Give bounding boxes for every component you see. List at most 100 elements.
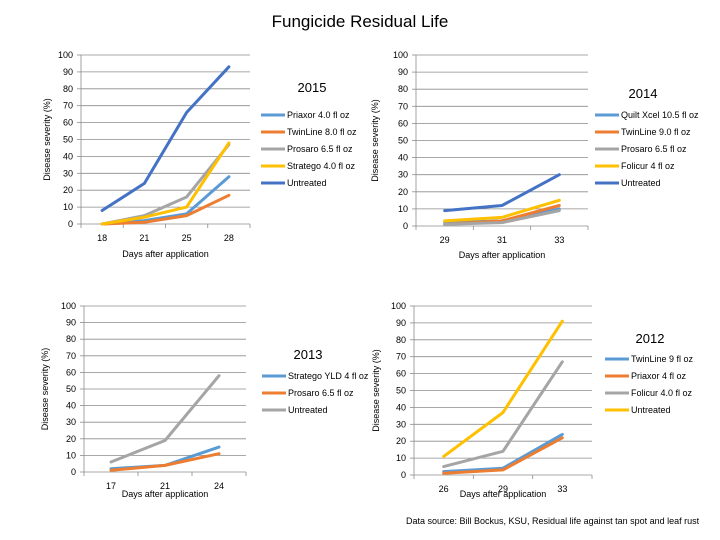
y-tick-label: 90 [66, 318, 76, 328]
legend-label: Stratego 4.0 fl oz [287, 161, 356, 171]
y-tick-label: 30 [66, 417, 76, 427]
y-tick-label: 80 [63, 84, 73, 94]
x-tick-label: 29 [440, 235, 450, 245]
legend-label: Quilt Xcel 10.5 fl oz [621, 110, 699, 120]
legend-label: Stratego YLD 4 fl oz [288, 371, 369, 381]
y-tick-label: 100 [61, 301, 76, 311]
y-tick-label: 60 [396, 369, 406, 379]
y-tick-label: 50 [398, 136, 408, 146]
x-tick-label: 29 [498, 484, 508, 494]
series-line [442, 360, 564, 469]
x-tick-label: 24 [214, 481, 224, 491]
series-line [109, 374, 221, 464]
y-tick-label: 10 [396, 453, 406, 463]
x-tick-label: 33 [557, 484, 567, 494]
y-tick-label: 20 [396, 436, 406, 446]
y-axis-label: Disease severity (%) [370, 99, 380, 182]
y-tick-label: 80 [66, 334, 76, 344]
x-axis-label: Days after application [459, 250, 546, 260]
x-tick-label: 28 [224, 233, 234, 243]
legend-label: Untreated [621, 178, 661, 188]
y-tick-label: 30 [63, 168, 73, 178]
y-tick-label: 70 [66, 351, 76, 361]
chart-title: 2013 [294, 347, 323, 362]
y-axis-label: Disease severity (%) [40, 348, 50, 431]
y-tick-label: 30 [396, 419, 406, 429]
y-tick-label: 10 [63, 202, 73, 212]
y-tick-label: 20 [398, 187, 408, 197]
series-line [443, 209, 561, 226]
series-line [109, 452, 221, 472]
series-line [100, 175, 231, 226]
y-tick-label: 0 [403, 221, 408, 231]
series-line [442, 432, 564, 474]
y-tick-label: 100 [58, 50, 73, 60]
series-line [442, 319, 564, 458]
y-tick-label: 50 [396, 386, 406, 396]
y-tick-label: 40 [63, 151, 73, 161]
y-axis-label: Disease severity (%) [42, 98, 52, 181]
y-tick-label: 90 [398, 67, 408, 77]
x-tick-label: 31 [497, 235, 507, 245]
y-tick-label: 80 [396, 335, 406, 345]
series-line [443, 173, 561, 213]
y-tick-label: 20 [66, 434, 76, 444]
y-tick-label: 100 [391, 301, 406, 311]
x-tick-label: 17 [106, 481, 116, 491]
y-tick-label: 90 [396, 318, 406, 328]
x-tick-label: 21 [139, 233, 149, 243]
y-tick-label: 30 [398, 170, 408, 180]
legend-label: Untreated [288, 405, 328, 415]
x-axis-label: Days after application [122, 489, 209, 499]
legend-label: Prosaro 6.5 fl oz [287, 144, 353, 154]
y-tick-label: 70 [398, 101, 408, 111]
series-line [100, 141, 231, 226]
y-tick-label: 50 [63, 135, 73, 145]
x-axis-label: Days after application [460, 489, 547, 499]
y-tick-label: 0 [71, 467, 76, 477]
legend-label: TwinLine 8.0 fl oz [287, 127, 357, 137]
y-tick-label: 80 [398, 84, 408, 94]
y-tick-label: 90 [63, 67, 73, 77]
legend-label: Priaxor 4.0 fl oz [287, 110, 350, 120]
series-line [100, 65, 231, 212]
x-axis-label: Days after application [122, 249, 209, 259]
legend-label: TwinLine 9.0 fl oz [621, 127, 691, 137]
x-tick-label: 25 [182, 233, 192, 243]
legend-label: Prosaro 6.5 fl oz [288, 388, 354, 398]
y-tick-label: 70 [63, 101, 73, 111]
y-tick-label: 10 [66, 450, 76, 460]
legend-label: TwinLine 9 fl oz [631, 354, 694, 364]
x-tick-label: 33 [554, 235, 564, 245]
y-tick-label: 100 [393, 50, 408, 60]
page-title: Fungicide Residual Life [271, 12, 449, 31]
legend-label: Prosaro 6.5 fl oz [621, 144, 687, 154]
y-tick-label: 60 [66, 367, 76, 377]
legend-label: Untreated [631, 405, 671, 415]
y-axis-label: Disease severity (%) [371, 349, 381, 432]
chart-title: 2012 [636, 331, 665, 346]
series-line [442, 436, 564, 475]
y-tick-label: 60 [398, 118, 408, 128]
y-tick-label: 10 [398, 204, 408, 214]
chart-title: 2015 [298, 80, 327, 95]
y-tick-label: 70 [396, 352, 406, 362]
legend-label: Untreated [287, 178, 327, 188]
y-tick-label: 40 [66, 401, 76, 411]
y-tick-label: 20 [63, 185, 73, 195]
y-tick-label: 60 [63, 118, 73, 128]
x-tick-label: 21 [160, 481, 170, 491]
y-tick-label: 40 [398, 153, 408, 163]
data-source-note: Data source: Bill Bockus, KSU, Residual … [406, 516, 700, 526]
y-tick-label: 40 [396, 402, 406, 412]
series-line [443, 198, 561, 223]
x-tick-label: 26 [439, 484, 449, 494]
legend-label: Folicur 4.0 fl oz [631, 388, 693, 398]
chart-title: 2014 [629, 86, 658, 101]
y-tick-label: 50 [66, 384, 76, 394]
y-tick-label: 0 [401, 470, 406, 480]
series-line [100, 193, 231, 226]
y-tick-label: 0 [68, 219, 73, 229]
x-tick-label: 18 [97, 233, 107, 243]
